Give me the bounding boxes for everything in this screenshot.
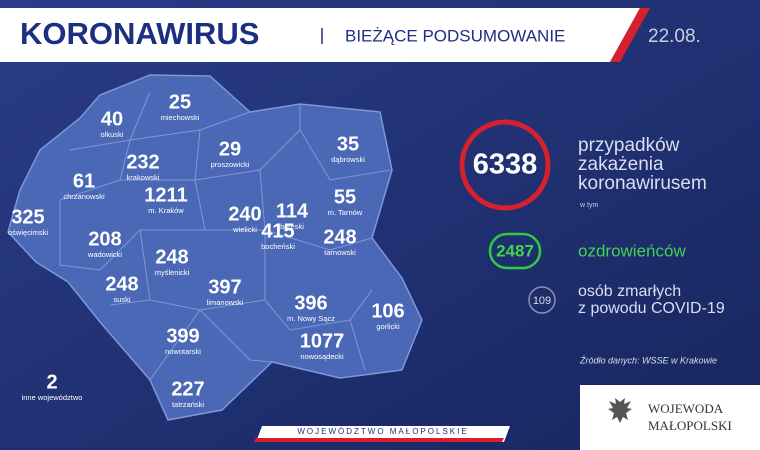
region-name: proszowicki <box>211 160 250 169</box>
recovered-badge <box>488 232 542 270</box>
region-value: 29 <box>219 138 241 160</box>
total-label: zakażenia <box>578 154 664 175</box>
region-name: nowotarski <box>165 347 201 356</box>
region-value: 35 <box>337 133 359 155</box>
region-value: 248 <box>155 246 188 268</box>
total-label: koronawirusem <box>578 173 707 194</box>
region-name: wielicki <box>232 225 257 234</box>
header-banner <box>0 8 640 62</box>
region-value: 396 <box>294 292 327 314</box>
total-circle <box>459 119 551 211</box>
footer-region: WOJEWÓDZTWO MAŁOPOLSKIE <box>297 427 468 436</box>
total-value: 6338 <box>473 149 538 181</box>
region-name: krakowski <box>127 173 160 182</box>
region-name: inne województwo <box>22 393 83 402</box>
region-value: 106 <box>371 300 404 322</box>
region-value: 325 <box>11 206 44 228</box>
region-value: 415 <box>261 220 294 242</box>
region-name: m. Kraków <box>148 206 184 215</box>
region-value: 114 <box>276 200 309 222</box>
region-value: 227 <box>171 378 204 400</box>
region-value: 208 <box>88 228 121 250</box>
region-name: tatrzański <box>172 400 204 409</box>
region-value: 2 <box>46 371 57 393</box>
recovered-label: ozdrowieńców <box>578 241 686 260</box>
deaths-label: z powodu COVID-19 <box>578 300 725 317</box>
deaths-value: 109 <box>533 295 551 307</box>
region-value: 1211 <box>144 184 187 206</box>
region-name: limanowski <box>207 298 244 307</box>
region-name: tarnowski <box>324 248 356 257</box>
region-value: 40 <box>101 108 123 130</box>
region-value: 25 <box>169 91 191 113</box>
logo-text: MAŁOPOLSKI <box>648 418 732 433</box>
region-name: miechowski <box>161 113 200 122</box>
region-value: 399 <box>166 325 199 347</box>
region-value: 61 <box>73 170 95 192</box>
date: 22.08. <box>648 26 701 47</box>
logo-text: WOJEWODA <box>648 401 724 416</box>
region-value: 248 <box>323 226 356 248</box>
eagle-icon <box>608 398 632 423</box>
deaths-label: osób zmarłych <box>578 283 681 300</box>
region-name: suski <box>113 295 130 304</box>
region-name: m. Tarnów <box>328 208 363 217</box>
borders <box>59 91 391 381</box>
region-value: 232 <box>126 151 159 173</box>
region-name: myślenicki <box>155 268 190 277</box>
region-name: gorlicki <box>376 322 400 331</box>
title: KORONAWIRUS <box>20 16 259 51</box>
deaths-circle <box>528 286 556 314</box>
including: w tym <box>579 202 598 209</box>
region-name: oświęcimski <box>8 228 48 237</box>
region-name: bocheński <box>261 242 295 251</box>
region-name: brzeski <box>280 222 304 231</box>
subtitle: BIEŻĄCE PODSUMOWANIE <box>345 26 565 45</box>
region-value: 240 <box>228 203 261 225</box>
recovered-value: 2487 <box>496 241 534 260</box>
region-name: m. Nowy Sącz <box>287 314 335 323</box>
region-value: 397 <box>208 276 241 298</box>
region-name: olkuski <box>101 130 124 139</box>
source: Źródło danych: WSSE w Krakowie <box>579 355 717 365</box>
header-accent <box>610 8 650 62</box>
region-name: nowosądecki <box>300 352 344 361</box>
region-name: chrzanowski <box>63 192 105 201</box>
total-label: przypadków <box>578 135 680 156</box>
region-value: 248 <box>105 273 138 295</box>
region-name: wadowicki <box>87 250 123 259</box>
region-name: dąbrowski <box>331 155 365 164</box>
footer-accent <box>254 438 504 442</box>
logo-box <box>580 385 760 450</box>
region-value: 1077 <box>300 330 345 352</box>
region-value: 55 <box>334 186 356 208</box>
